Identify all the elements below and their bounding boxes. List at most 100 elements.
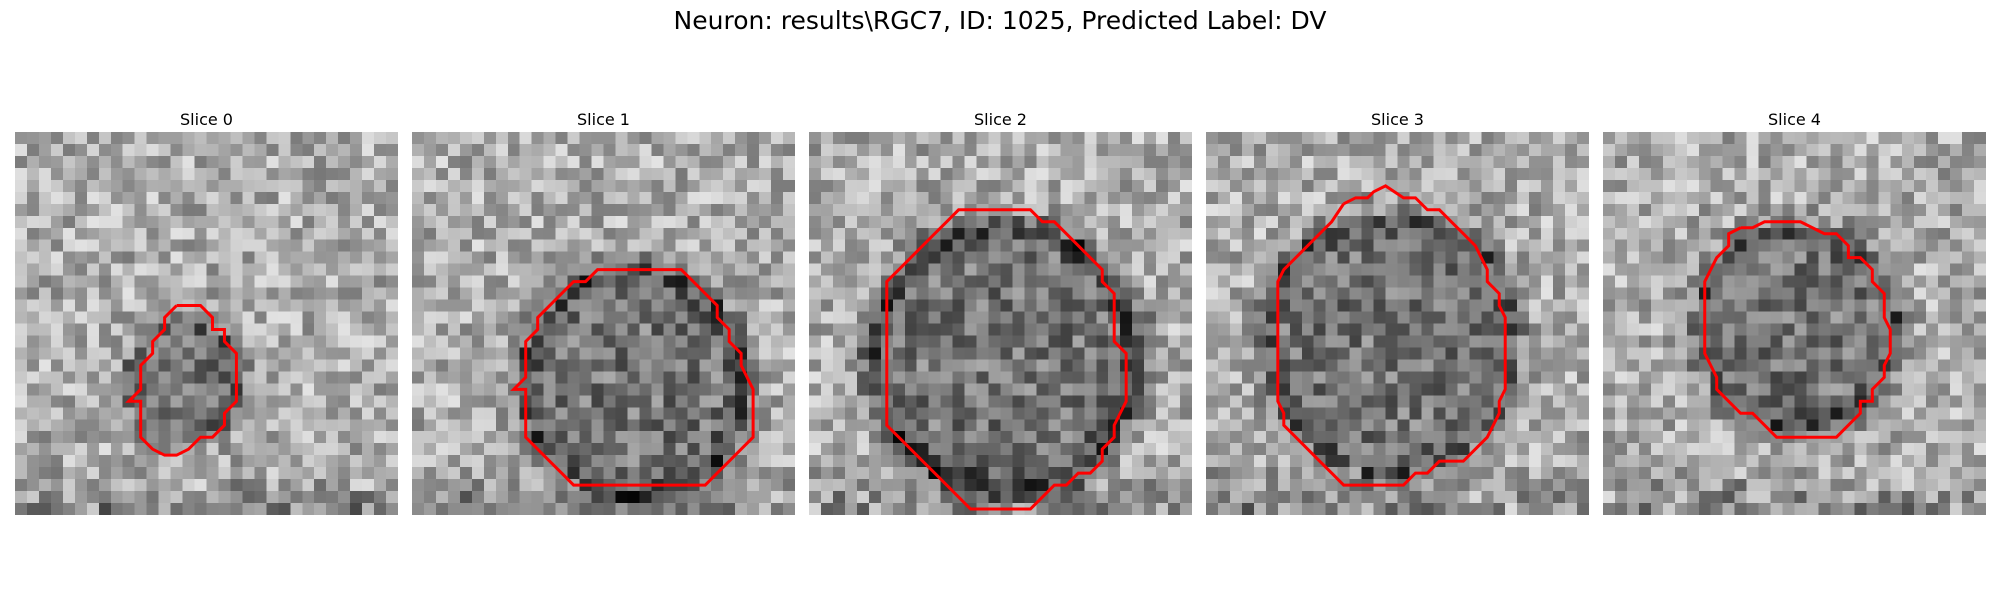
pixel (1902, 215, 1915, 228)
pixel (326, 227, 339, 240)
pixel (1060, 383, 1073, 396)
pixel (976, 251, 989, 264)
pixel (1361, 443, 1374, 456)
pixel (759, 179, 772, 193)
pixel (1662, 155, 1676, 169)
pixel (579, 227, 592, 240)
pixel (26, 299, 40, 312)
pixel (1241, 311, 1255, 324)
pixel (1253, 299, 1267, 312)
pixel (832, 167, 846, 181)
pixel (928, 371, 941, 384)
pixel (278, 359, 291, 372)
pixel (868, 503, 882, 515)
pixel (1168, 419, 1181, 432)
pixel (471, 239, 485, 252)
pixel (74, 359, 88, 372)
pixel (1241, 287, 1255, 300)
pixel (266, 467, 279, 480)
pixel (579, 467, 592, 480)
pixel (1541, 167, 1554, 181)
pixel (952, 155, 965, 169)
pixel (1758, 299, 1771, 312)
pixel (1493, 227, 1506, 240)
pixel (579, 443, 592, 456)
pixel (856, 407, 870, 420)
pixel (1517, 287, 1530, 300)
pixel (146, 287, 159, 300)
pixel (1818, 359, 1831, 372)
pixel (1890, 203, 1903, 217)
pixel (639, 419, 652, 432)
pixel (747, 299, 760, 312)
pixel (1626, 395, 1640, 408)
pixel (1277, 479, 1291, 492)
pixel (374, 167, 387, 181)
pixel (1325, 455, 1338, 468)
pixel (1421, 155, 1434, 169)
pixel (1603, 191, 1616, 205)
pixel (1156, 323, 1169, 336)
pixel (326, 407, 339, 420)
pixel (314, 419, 327, 432)
pixel (254, 455, 267, 468)
pixel (1206, 503, 1219, 515)
pixel (302, 227, 315, 240)
pixel (507, 275, 520, 288)
pixel (1842, 132, 1855, 145)
pixel (338, 275, 351, 288)
pixel (1120, 503, 1133, 515)
pixel (170, 179, 183, 193)
pixel (1614, 431, 1628, 444)
pixel (26, 395, 40, 408)
pixel (928, 383, 941, 396)
pixel (976, 227, 989, 240)
pixel (1638, 179, 1652, 193)
pixel (1048, 275, 1061, 288)
pixel (1361, 251, 1374, 264)
pixel (1253, 443, 1267, 456)
pixel (1794, 443, 1807, 456)
pixel (1854, 275, 1867, 288)
pixel (928, 132, 941, 145)
pixel (856, 203, 870, 217)
pixel (110, 311, 123, 324)
pixel (326, 371, 339, 384)
pixel (1253, 383, 1267, 396)
pixel (1565, 467, 1578, 480)
pixel (206, 155, 219, 169)
pixel (362, 215, 375, 228)
pixel (1806, 239, 1819, 252)
pixel (26, 167, 40, 181)
pixel (1866, 311, 1879, 324)
pixel (1650, 455, 1664, 468)
pixel (338, 263, 351, 276)
pixel (627, 359, 640, 372)
pixel (1349, 407, 1362, 420)
pixel (591, 287, 604, 300)
pixel (1662, 311, 1676, 324)
pixel (543, 443, 556, 456)
pixel (74, 395, 88, 408)
pixel (1734, 395, 1747, 408)
pixel (1277, 431, 1291, 444)
pixel (1818, 371, 1831, 384)
pixel (1614, 347, 1628, 360)
pixel (735, 323, 748, 336)
pixel (206, 215, 219, 228)
pixel (1301, 347, 1314, 360)
pixel (1662, 239, 1676, 252)
pixel (579, 155, 592, 169)
pixel (627, 167, 640, 181)
pixel (134, 443, 147, 456)
pixel (1313, 167, 1326, 181)
pixel (1241, 323, 1255, 336)
pixel (1950, 215, 1963, 228)
pixel (1277, 215, 1291, 228)
pixel (1120, 215, 1133, 228)
pixel (964, 431, 977, 444)
pixel (170, 347, 183, 360)
pixel (1638, 431, 1652, 444)
pixel (62, 323, 76, 336)
pixel (1674, 359, 1688, 372)
